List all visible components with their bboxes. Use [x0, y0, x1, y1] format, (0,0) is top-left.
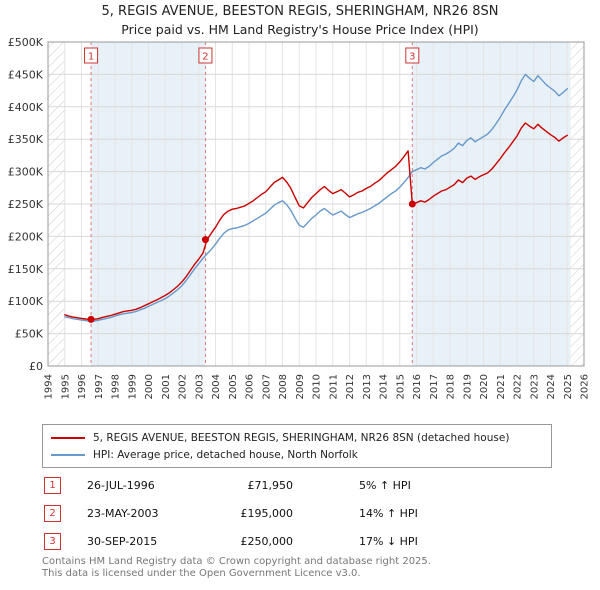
y-tick-label: £50K: [15, 328, 44, 341]
x-tick-label: 2021: [496, 374, 507, 399]
sale-price: £250,000: [240, 534, 294, 548]
price-history-chart: 1994 1995 1996 1997 1998 1999 2000 2001 2002 2003…: [8, 36, 591, 399]
x-tick-label: 2010: [312, 374, 323, 399]
x-tick-label: 2004: [211, 374, 222, 399]
x-tick-label: 2006: [245, 374, 256, 399]
sale-badge-2: [198, 47, 213, 64]
x-tick-label: 2012: [345, 374, 356, 399]
y-tick-label: £300K: [8, 166, 44, 179]
sale-badge-3: [405, 47, 420, 64]
x-tick-label: 2003: [194, 374, 205, 399]
x-tick-label: 2000: [144, 374, 155, 399]
table-row: 3 30-SEP-2015 £250,000 17% ↓ HPI: [44, 532, 564, 550]
x-tick-label: 2015: [395, 374, 406, 399]
x-tick-label: 2011: [328, 374, 339, 399]
sale-number-badge: 1: [44, 476, 61, 494]
x-tick-label: 2024: [546, 374, 557, 399]
x-tick-label: 2008: [278, 374, 289, 399]
x-tick-label: 1999: [127, 374, 138, 399]
license-footer: Contains HM Land Registry data © Crown c…: [42, 556, 431, 580]
x-tick-label: 2018: [446, 374, 457, 399]
x-tick-label: 2002: [178, 374, 189, 399]
legend-row-price: 5, REGIS AVENUE, BEESTON REGIS, SHERINGH…: [51, 429, 543, 446]
sale-hpi-delta: 14% ↑ HPI: [359, 506, 418, 520]
y-tick-label: £0: [29, 360, 43, 373]
sale-marker-1: [87, 315, 95, 323]
x-tick-label: 2017: [429, 374, 440, 399]
page-title: 5, REGIS AVENUE, BEESTON REGIS, SHERINGH…: [101, 4, 499, 19]
sale-hpi-delta: 5% ↑ HPI: [359, 478, 411, 492]
legend-row-hpi: HPI: Average price, detached house, Nort…: [51, 446, 543, 463]
x-tick-label: 2013: [362, 374, 373, 399]
hpi-line: [64, 73, 568, 322]
x-tick-label: 1994: [44, 374, 55, 399]
sale-price: £195,000: [240, 506, 294, 520]
x-tick-label: 1996: [77, 374, 88, 399]
sale-date: 26-JUL-1996: [87, 478, 155, 492]
y-tick-label: £500K: [8, 36, 44, 49]
price-paid-line: [64, 122, 568, 321]
table-row: 2 23-MAY-2003 £195,000 14% ↑ HPI: [44, 504, 564, 522]
chart-title-block: 5, REGIS AVENUE, BEESTON REGIS, SHERINGH…: [0, 4, 600, 37]
x-tick-label: 2023: [529, 374, 540, 399]
x-tick-label: 2005: [228, 374, 239, 399]
sale-badge-label-1: 1: [88, 52, 94, 63]
x-tick-label: 1998: [111, 374, 122, 399]
page-subtitle: Price paid vs. HM Land Registry's House …: [121, 22, 479, 37]
sale-badge-1: [84, 47, 99, 64]
sale-date: 30-SEP-2015: [87, 534, 158, 548]
price-line-swatch: [51, 436, 85, 439]
sale-marker-3: [408, 200, 416, 208]
x-tick-label: 2019: [462, 374, 473, 399]
x-tick-label: 2022: [513, 374, 524, 399]
sale-badge-label-3: 3: [409, 52, 415, 63]
y-tick-label: £200K: [8, 230, 44, 243]
x-tick-label: 1995: [60, 374, 71, 399]
sale-marker-2: [201, 236, 209, 244]
x-tick-label: 2009: [295, 374, 306, 399]
x-tick-label: 2016: [412, 374, 423, 399]
y-tick-label: £350K: [8, 133, 44, 146]
footer-line-1: Contains HM Land Registry data © Crown c…: [42, 556, 431, 567]
sale-number-badge: 2: [44, 504, 61, 522]
sale-badge-label-2: 2: [202, 52, 208, 63]
legend-label-hpi: HPI: Average price, detached house, Nort…: [93, 448, 358, 461]
sale-number-badge: 3: [44, 532, 61, 550]
sale-price: £71,950: [247, 478, 294, 492]
y-tick-label: £450K: [8, 68, 44, 81]
legend-label-price: 5, REGIS AVENUE, BEESTON REGIS, SHERINGH…: [93, 431, 510, 444]
hpi-line-swatch: [51, 453, 85, 456]
plot-border: [47, 41, 585, 367]
x-tick-label: 2026: [580, 374, 591, 399]
x-tick-label: 2025: [563, 374, 574, 399]
x-tick-label: 1997: [94, 374, 105, 399]
y-tick-label: £400K: [8, 101, 44, 114]
x-tick-label: 2020: [479, 374, 490, 399]
x-tick-label: 2001: [161, 374, 172, 399]
chart-legend: 5, REGIS AVENUE, BEESTON REGIS, SHERINGH…: [42, 424, 552, 468]
sale-hpi-delta: 17% ↓ HPI: [359, 534, 418, 548]
sale-date: 23-MAY-2003: [87, 506, 159, 520]
y-tick-label: £150K: [8, 263, 44, 276]
x-tick-label: 2007: [261, 374, 272, 399]
y-tick-label: £250K: [8, 198, 44, 211]
table-row: 1 26-JUL-1996 £71,950 5% ↑ HPI: [44, 476, 564, 494]
x-tick-label: 2014: [379, 374, 390, 399]
y-tick-label: £100K: [8, 295, 44, 308]
transactions-table: 1 26-JUL-1996 £71,950 5% ↑ HPI 2 23-MAY-…: [44, 476, 564, 560]
footer-line-2: This data is licensed under the Open Gov…: [42, 568, 361, 579]
